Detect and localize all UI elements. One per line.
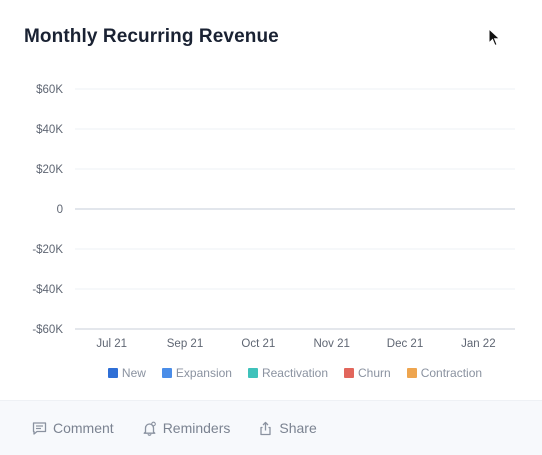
y-tick-label: -$40K xyxy=(32,284,63,296)
x-tick-label: Sep 21 xyxy=(167,338,203,350)
legend-label: Expansion xyxy=(175,366,232,380)
legend-label: Churn xyxy=(358,366,391,380)
legend-item[interactable]: Reactivation xyxy=(247,366,329,380)
mouse-cursor-icon xyxy=(488,28,501,47)
comment-label: Comment xyxy=(53,420,114,436)
bell-icon xyxy=(143,421,156,436)
comment-button[interactable]: Comment xyxy=(32,420,114,436)
y-tick-label: $60K xyxy=(36,84,63,96)
y-tick-label: $20K xyxy=(36,164,63,176)
share-button[interactable]: Share xyxy=(258,420,317,436)
share-label: Share xyxy=(279,420,317,436)
y-tick-label: -$20K xyxy=(32,244,63,256)
mrr-chart: $60K $40K $20K 0 -$20K -$40K -$60K Jul 21 Sep 21… xyxy=(32,84,515,350)
legend-swatch xyxy=(344,368,355,378)
legend-swatch xyxy=(107,368,118,378)
share-icon xyxy=(260,421,272,435)
x-tick-label: Jul 21 xyxy=(96,338,127,350)
legend-item[interactable]: New xyxy=(107,366,146,380)
legend-label: Reactivation xyxy=(261,366,329,380)
x-tick-label: Dec 21 xyxy=(387,338,423,350)
comment-icon xyxy=(32,421,47,435)
chart-title: Monthly Recurring Revenue xyxy=(24,26,279,47)
y-tick-label: -$60K xyxy=(32,324,63,336)
y-tick-label: $40K xyxy=(36,124,63,136)
x-tick-label: Nov 21 xyxy=(313,338,349,350)
legend-swatch xyxy=(406,368,417,378)
legend-item[interactable]: Expansion xyxy=(161,366,232,380)
legend-swatch xyxy=(247,368,258,378)
x-tick-label: Jan 22 xyxy=(461,338,496,350)
reminders-label: Reminders xyxy=(162,420,231,436)
legend-label: New xyxy=(121,366,146,380)
chart-legend: New Expansion Reactivation Churn Contraction xyxy=(0,366,542,380)
legend-label: Contraction xyxy=(420,366,483,380)
legend-item[interactable]: Churn xyxy=(344,366,391,380)
y-tick-label: 0 xyxy=(57,204,63,216)
legend-item[interactable]: Contraction xyxy=(406,366,483,380)
x-tick-label: Oct 21 xyxy=(241,338,275,350)
card-footer: Comment Reminders Share xyxy=(0,400,542,455)
reminders-button[interactable]: Reminders xyxy=(142,420,231,436)
legend-swatch xyxy=(161,368,172,378)
